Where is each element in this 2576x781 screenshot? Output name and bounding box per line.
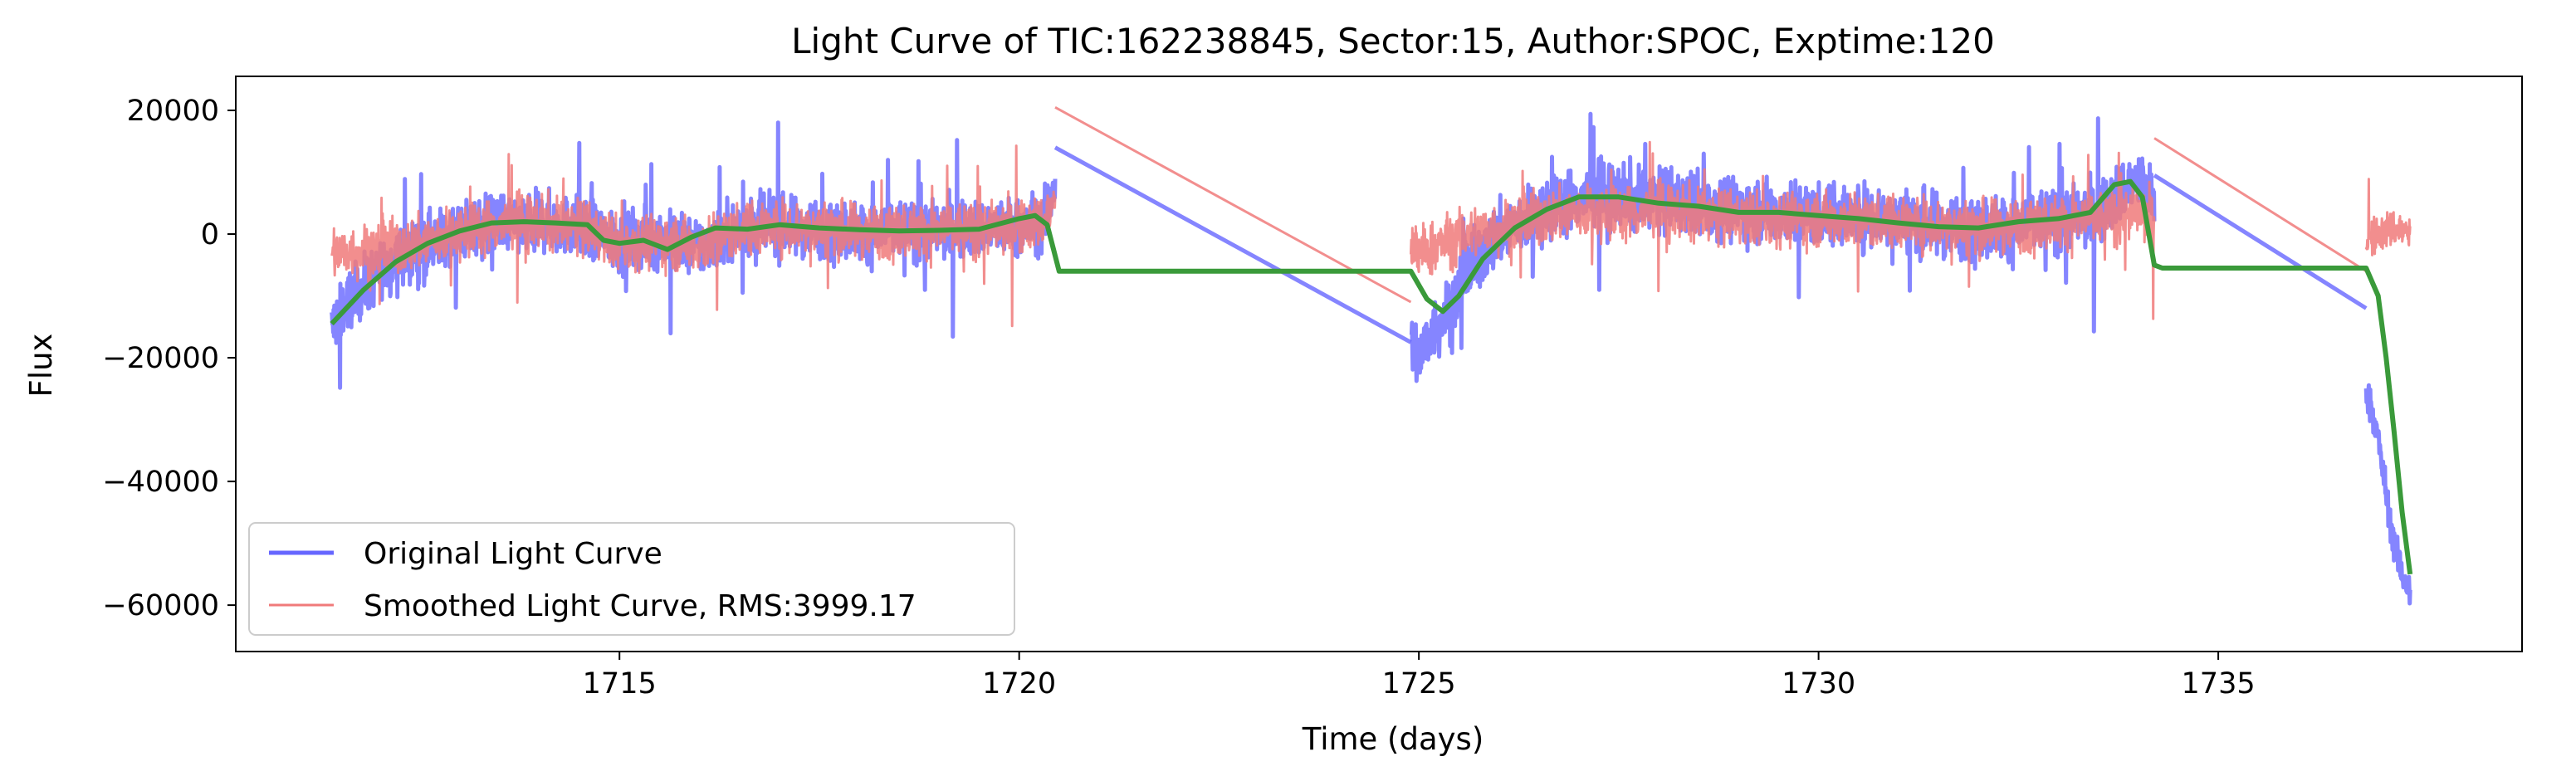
x-axis-label: Time (days) bbox=[1302, 721, 1484, 757]
y-tick-label: 0 bbox=[201, 218, 219, 251]
smoothed-curve-segment-2 bbox=[1410, 140, 2156, 320]
y-axis-label: Flux bbox=[23, 334, 59, 398]
x-tick-label: 1730 bbox=[1782, 667, 1855, 700]
x-tick-label: 1725 bbox=[1382, 667, 1456, 700]
x-tick-label: 1720 bbox=[982, 667, 1056, 700]
chart-title: Light Curve of TIC:162238845, Sector:15,… bbox=[791, 21, 1995, 61]
y-tick-label: 20000 bbox=[127, 95, 219, 128]
original-gap-line-1 bbox=[1053, 145, 1412, 344]
x-tick-label: 1715 bbox=[583, 667, 657, 700]
legend: Original Light Curve Smoothed Light Curv… bbox=[248, 522, 1015, 636]
legend-box bbox=[248, 522, 1015, 636]
smoothed-curve-segment-1 bbox=[330, 144, 1057, 328]
plot-frame bbox=[235, 76, 2523, 652]
x-tick-label: 1735 bbox=[2182, 667, 2256, 700]
legend-label-smoothed: Smoothed Light Curve, RMS:3999.17 bbox=[364, 589, 917, 623]
smoothed-gap-line-2 bbox=[2153, 137, 2368, 272]
trend-line bbox=[330, 178, 2413, 575]
y-axis: 20000 0 −20000 −40000 −60000 bbox=[102, 95, 236, 622]
original-gap-line-2 bbox=[2153, 173, 2368, 310]
plot-area bbox=[330, 105, 2413, 606]
smoothed-curve-segment-3 bbox=[2364, 178, 2412, 256]
original-curve-segment-3 bbox=[2363, 383, 2412, 606]
x-axis: 1715 1720 1725 1730 1735 bbox=[583, 652, 2256, 700]
y-tick-label: −60000 bbox=[102, 589, 219, 622]
legend-label-original: Original Light Curve bbox=[364, 537, 662, 571]
y-tick-label: −20000 bbox=[102, 342, 219, 375]
y-tick-label: −40000 bbox=[102, 466, 219, 499]
